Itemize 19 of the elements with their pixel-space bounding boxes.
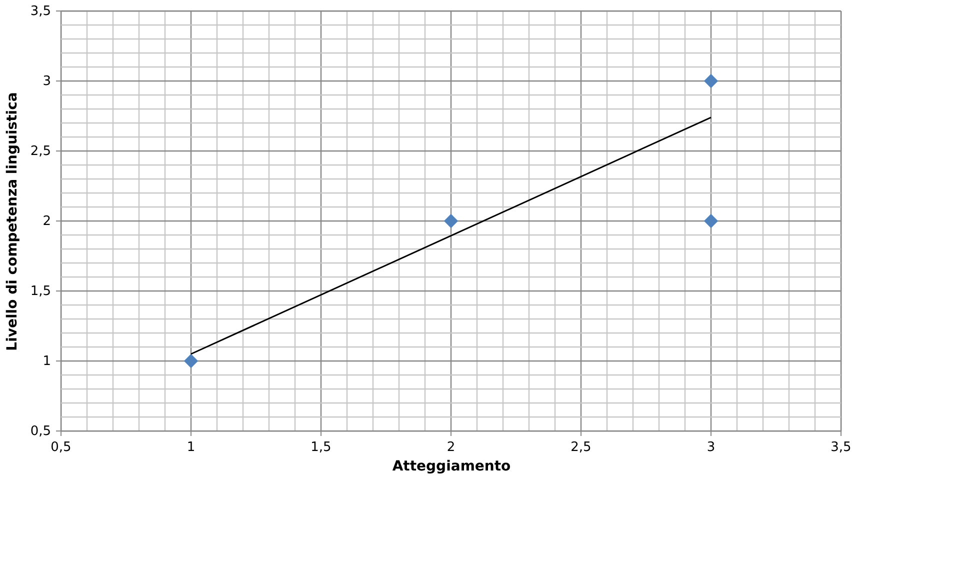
y-tick-label: 1,5 (30, 284, 51, 299)
x-tick-label: 3,5 (830, 440, 852, 455)
x-tick-label: 1,5 (310, 440, 332, 455)
point (184, 354, 198, 368)
y-tick-label: 3 (42, 74, 51, 89)
y-tick-label: 3,5 (30, 4, 51, 19)
x-tick-label: 3 (706, 440, 716, 455)
y-tick-label: 0,5 (30, 424, 51, 439)
x-tick-label: 2 (446, 440, 456, 455)
x-tick-label: 1 (186, 440, 196, 455)
x-axis-title: Atteggiamento (392, 458, 512, 474)
x-tick-label: 2,5 (570, 440, 592, 455)
point (704, 214, 718, 228)
point (444, 214, 458, 228)
y-axis-title: Livello di competenza linguistica (4, 92, 20, 351)
point (704, 74, 718, 88)
y-tick-label: 2,5 (30, 144, 51, 159)
y-tick-label: 2 (42, 214, 51, 229)
y-tick-label: 1 (42, 354, 51, 369)
